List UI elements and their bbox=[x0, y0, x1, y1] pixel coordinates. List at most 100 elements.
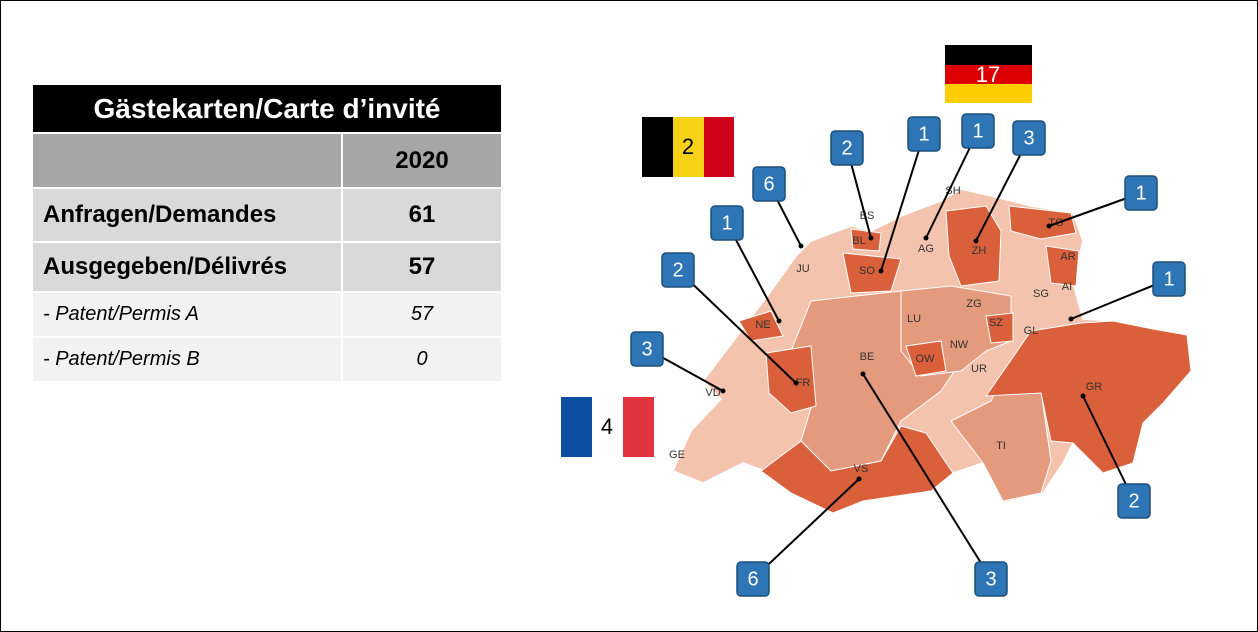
callout-count: 1 bbox=[721, 212, 732, 234]
callout-dot bbox=[1046, 223, 1052, 229]
callout-box bbox=[710, 205, 744, 241]
flag-stripe bbox=[945, 65, 1032, 84]
row-label: Anfragen/Demandes bbox=[33, 189, 341, 241]
flag-stripe bbox=[623, 397, 654, 457]
canton-label: VS bbox=[854, 463, 869, 475]
callout-line bbox=[925, 130, 979, 239]
canton-label: SO bbox=[859, 265, 875, 277]
canton-label: FR bbox=[796, 377, 811, 389]
row-label: - Patent/Permis A bbox=[33, 293, 341, 336]
canton-label: ZH bbox=[972, 245, 987, 257]
region-dark bbox=[945, 205, 1002, 287]
region-dark bbox=[905, 340, 947, 377]
callout-box bbox=[736, 561, 770, 597]
callout-count: 1 bbox=[1163, 268, 1174, 290]
row-value: 57 bbox=[343, 293, 501, 336]
callout-count: 1 bbox=[918, 123, 929, 145]
row-label: Ausgegeben/Délivrés bbox=[33, 243, 341, 291]
canton-label: SG bbox=[1033, 288, 1049, 300]
canton-label: AG bbox=[918, 243, 934, 255]
canton-label: AR bbox=[1060, 251, 1075, 263]
callout-count: 1 bbox=[972, 120, 983, 142]
callout-box bbox=[1124, 175, 1158, 211]
region-dark bbox=[842, 252, 902, 294]
callout-dot bbox=[860, 371, 866, 377]
canton-label: NE bbox=[755, 319, 770, 331]
region-dark bbox=[985, 312, 1014, 344]
flag-stripe bbox=[945, 84, 1032, 103]
callout-count: 6 bbox=[747, 568, 758, 590]
region-dark bbox=[1045, 245, 1080, 287]
callout-box bbox=[974, 561, 1008, 597]
table-title: Gästekarten/Carte d’invité bbox=[33, 85, 501, 132]
callout-box bbox=[1012, 120, 1046, 156]
canton-label: GE bbox=[669, 449, 685, 461]
callout-box bbox=[961, 113, 995, 149]
flag-stripe bbox=[642, 117, 673, 177]
callout-box bbox=[907, 116, 941, 152]
region-dark bbox=[985, 320, 1192, 474]
callout-dot bbox=[793, 380, 799, 386]
callout-dot bbox=[856, 476, 862, 482]
row-value: 57 bbox=[343, 243, 501, 291]
callout-count: 2 bbox=[841, 137, 852, 159]
canton-label: SZ bbox=[989, 317, 1003, 329]
callout-dot bbox=[868, 235, 874, 241]
callout-dot bbox=[720, 388, 726, 394]
flags bbox=[561, 45, 1032, 457]
canton-label: VD bbox=[705, 387, 720, 399]
row-label: - Patent/Permis B bbox=[33, 338, 341, 381]
callout-line bbox=[862, 373, 992, 580]
canton-label: SH bbox=[945, 185, 960, 197]
canton-label: GL bbox=[1024, 325, 1039, 337]
canton-label: BL bbox=[852, 235, 865, 247]
callout-count: 2 bbox=[672, 259, 683, 281]
canton-label: JU bbox=[796, 263, 810, 275]
canton-label: OW bbox=[916, 353, 936, 365]
flag-count: 17 bbox=[976, 62, 1000, 87]
callout-dot bbox=[973, 238, 979, 244]
canton-label: TI bbox=[996, 440, 1006, 452]
callout-box bbox=[1117, 483, 1151, 519]
callout-dot bbox=[923, 235, 929, 241]
flag-stripe bbox=[673, 117, 704, 177]
callout-dot bbox=[878, 268, 884, 274]
callout-dot bbox=[776, 318, 782, 324]
callout-count: 3 bbox=[641, 338, 652, 360]
region-dark bbox=[1008, 205, 1077, 240]
canton-label: GR bbox=[1086, 381, 1103, 393]
canton-label: BE bbox=[860, 351, 875, 363]
callout-box bbox=[661, 252, 695, 288]
callout-count: 3 bbox=[1023, 127, 1034, 149]
callout-dot bbox=[798, 243, 804, 249]
flag-stripe bbox=[592, 397, 623, 457]
callout-box bbox=[630, 331, 664, 367]
canton-label: LU bbox=[907, 313, 921, 325]
canton-label: ZG bbox=[966, 298, 981, 310]
callout-box bbox=[1152, 261, 1186, 297]
callout-dot bbox=[1068, 316, 1074, 322]
header-blank bbox=[33, 134, 341, 187]
callout-line bbox=[880, 133, 925, 272]
row-value: 61 bbox=[343, 189, 501, 241]
row-value: 0 bbox=[343, 338, 501, 381]
callout-dot bbox=[1080, 393, 1086, 399]
region-dark bbox=[738, 310, 784, 342]
flag-stripe bbox=[704, 117, 734, 177]
callout-line bbox=[752, 478, 860, 580]
callout-box bbox=[752, 166, 786, 202]
callout-box bbox=[830, 130, 864, 166]
flag-count: 2 bbox=[682, 134, 694, 159]
flag-count: 4 bbox=[601, 414, 613, 439]
region-dark bbox=[850, 228, 882, 252]
callout-count: 2 bbox=[1128, 490, 1139, 512]
canton-label: AI bbox=[1062, 281, 1072, 293]
flag-stripe bbox=[561, 397, 592, 457]
canton-label: NW bbox=[950, 339, 969, 351]
callout-count: 3 bbox=[985, 568, 996, 590]
flag-stripe bbox=[945, 45, 1032, 65]
canton-label: UR bbox=[971, 363, 987, 375]
header-year: 2020 bbox=[343, 134, 501, 187]
